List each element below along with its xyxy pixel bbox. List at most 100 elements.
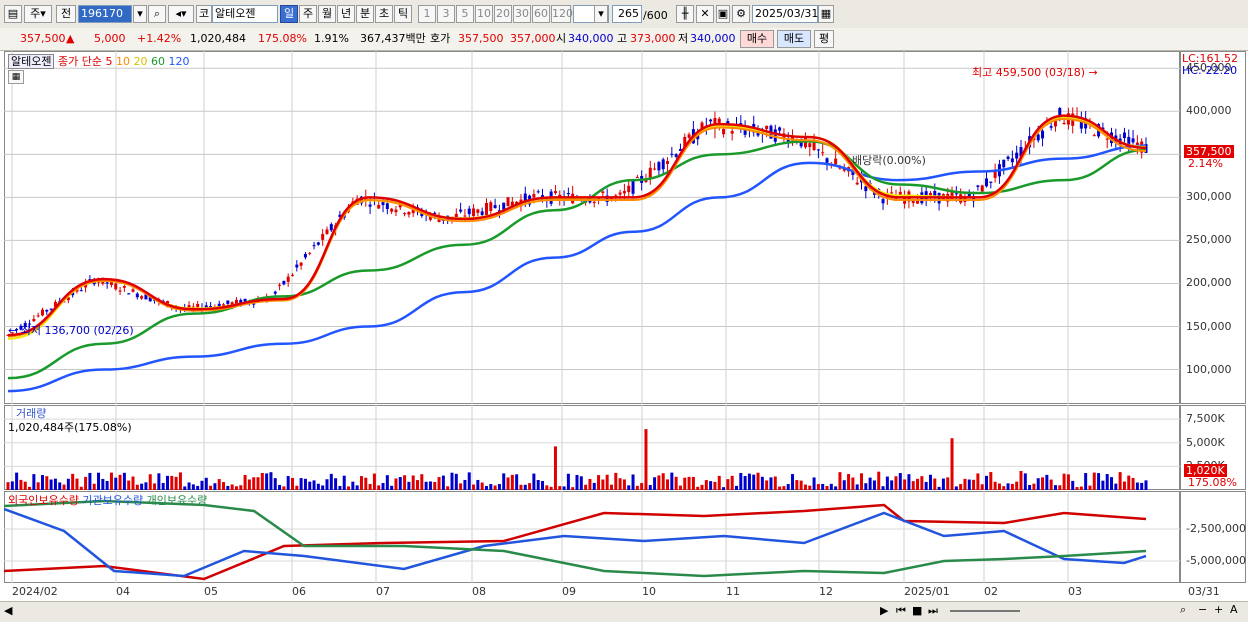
volume-bar <box>584 484 588 490</box>
scroll-end-icon[interactable]: ⏭ <box>928 604 938 617</box>
candle-body <box>834 158 838 165</box>
period-day[interactable]: 일 <box>280 5 298 23</box>
volume-bar <box>161 482 165 490</box>
zoom-slider[interactable] <box>950 610 1020 612</box>
stop-icon[interactable]: ■ <box>912 604 923 617</box>
speaker-icon[interactable]: ◂▾ <box>168 5 194 23</box>
interval-20[interactable]: 20 <box>494 5 512 23</box>
candle-body <box>821 152 825 154</box>
zoom-icon[interactable]: ⌕ <box>1180 603 1187 616</box>
candle-body <box>497 210 501 212</box>
volume-bar <box>985 475 989 490</box>
candle-body <box>105 282 109 284</box>
x-tick: 07 <box>376 585 390 598</box>
volume-bar <box>1097 473 1101 490</box>
volume-bar <box>372 473 376 490</box>
volume-bar <box>502 473 506 490</box>
volume-note: 1,020,484주(175.08%) <box>8 421 132 434</box>
window-icon[interactable]: ▤ <box>4 5 22 23</box>
volume-bar <box>687 476 691 490</box>
count-input[interactable]: 265 <box>612 5 642 23</box>
sell-button[interactable]: 매도 <box>777 30 811 48</box>
candle-body <box>476 209 480 213</box>
candle-body <box>864 186 868 192</box>
scroll-right-icon[interactable]: ▶ <box>880 604 889 617</box>
period-week[interactable]: 주 <box>299 5 317 23</box>
interval-dropdown-icon[interactable]: ▾ <box>594 5 608 23</box>
volume-bar <box>847 474 851 490</box>
interval-60[interactable]: 60 <box>532 5 550 23</box>
legend-simple: 단순 <box>81 55 102 68</box>
prev-button[interactable]: 전 <box>56 5 76 23</box>
legend-ma120: 120 <box>168 55 190 68</box>
volume-bar <box>989 472 993 490</box>
chart-scrollbar[interactable]: ◀ ▶ ⏮ ■ ⏭ ⌕ − + A <box>0 601 1248 622</box>
stock-code-input[interactable]: 196170 <box>78 5 132 23</box>
volume-bar <box>597 475 601 490</box>
period-month[interactable]: 월 <box>318 5 336 23</box>
zoom-out-icon[interactable]: − <box>1198 603 1208 616</box>
interval-10[interactable]: 10 <box>475 5 493 23</box>
calendar-icon[interactable]: ▦ <box>818 5 834 23</box>
volume-bar <box>941 478 945 490</box>
candle-body <box>825 158 829 163</box>
holdings-legend: 외국인보유수량 기관보유수량 개인보유수량 <box>8 492 207 508</box>
period-minute[interactable]: 분 <box>356 5 374 23</box>
zoom-in-icon[interactable]: + <box>1214 603 1224 616</box>
market-select[interactable]: 주▾ <box>24 5 52 23</box>
interval-3[interactable]: 3 <box>437 5 455 23</box>
interval-1[interactable]: 1 <box>418 5 436 23</box>
candle-body <box>631 180 635 194</box>
foreign-holdings-line <box>4 503 1147 581</box>
candle-body <box>993 170 997 178</box>
candle-body <box>437 217 441 222</box>
date-input[interactable]: 2025/03/31 <box>752 5 818 23</box>
save-icon[interactable]: ▣ <box>716 5 730 23</box>
volume-bar <box>58 482 62 490</box>
volume-bar <box>1079 486 1083 490</box>
price-current: 357,500 <box>20 32 66 45</box>
candle-body <box>1105 138 1109 140</box>
legend-ma20: 20 <box>133 55 148 68</box>
scroll-left-icon[interactable]: ◀ <box>4 604 13 617</box>
scroll-begin-icon[interactable]: ⏮ <box>896 604 906 617</box>
interval-30[interactable]: 30 <box>513 5 531 23</box>
volume-bar <box>644 429 648 490</box>
volume-bar <box>265 473 269 490</box>
period-year[interactable]: 년 <box>337 5 355 23</box>
stock-name-field[interactable]: 알테오젠 <box>212 5 278 23</box>
legend-stock-name[interactable]: 알테오젠 <box>8 54 55 69</box>
legend-ma10: 10 <box>115 55 130 68</box>
price-change-pct: +1.42% <box>137 32 182 45</box>
volume-bar <box>903 479 907 490</box>
gear-icon[interactable]: ⚙ <box>732 5 750 23</box>
candle-body <box>385 203 389 210</box>
hc-label: HC:-22.20 <box>1182 64 1238 77</box>
interval-120[interactable]: 120 <box>551 5 573 23</box>
candle-body <box>812 142 816 150</box>
volume-bar <box>291 477 294 490</box>
avg-button[interactable]: 평 <box>814 30 834 48</box>
buy-button[interactable]: 매수 <box>740 30 774 48</box>
table-icon[interactable]: ▦ <box>8 70 24 84</box>
period-tick[interactable]: 틱 <box>394 5 412 23</box>
volume-bar <box>252 477 256 490</box>
volume-bar <box>653 477 657 490</box>
low-label: 저 <box>678 32 689 45</box>
code-dropdown-icon[interactable]: ▾ <box>133 5 147 23</box>
font-icon[interactable]: A <box>1230 603 1238 616</box>
interval-5[interactable]: 5 <box>456 5 474 23</box>
volume-bar <box>972 479 976 490</box>
holdings-ytick: -5,000,000 <box>1186 554 1246 567</box>
candle-body <box>381 201 385 206</box>
legend-ma5: 5 <box>105 55 113 68</box>
volume-bar <box>489 484 493 490</box>
volume-bar <box>1019 470 1023 490</box>
lc-label: LC:161.52 <box>1182 52 1239 65</box>
crosshair-icon[interactable]: ✕ <box>696 5 714 23</box>
period-second[interactable]: 초 <box>375 5 393 23</box>
candle-body <box>696 134 700 140</box>
candle-icon[interactable]: ╫ <box>676 5 694 23</box>
search-icon[interactable]: ⌕ <box>148 5 166 23</box>
candle-body <box>316 242 320 245</box>
